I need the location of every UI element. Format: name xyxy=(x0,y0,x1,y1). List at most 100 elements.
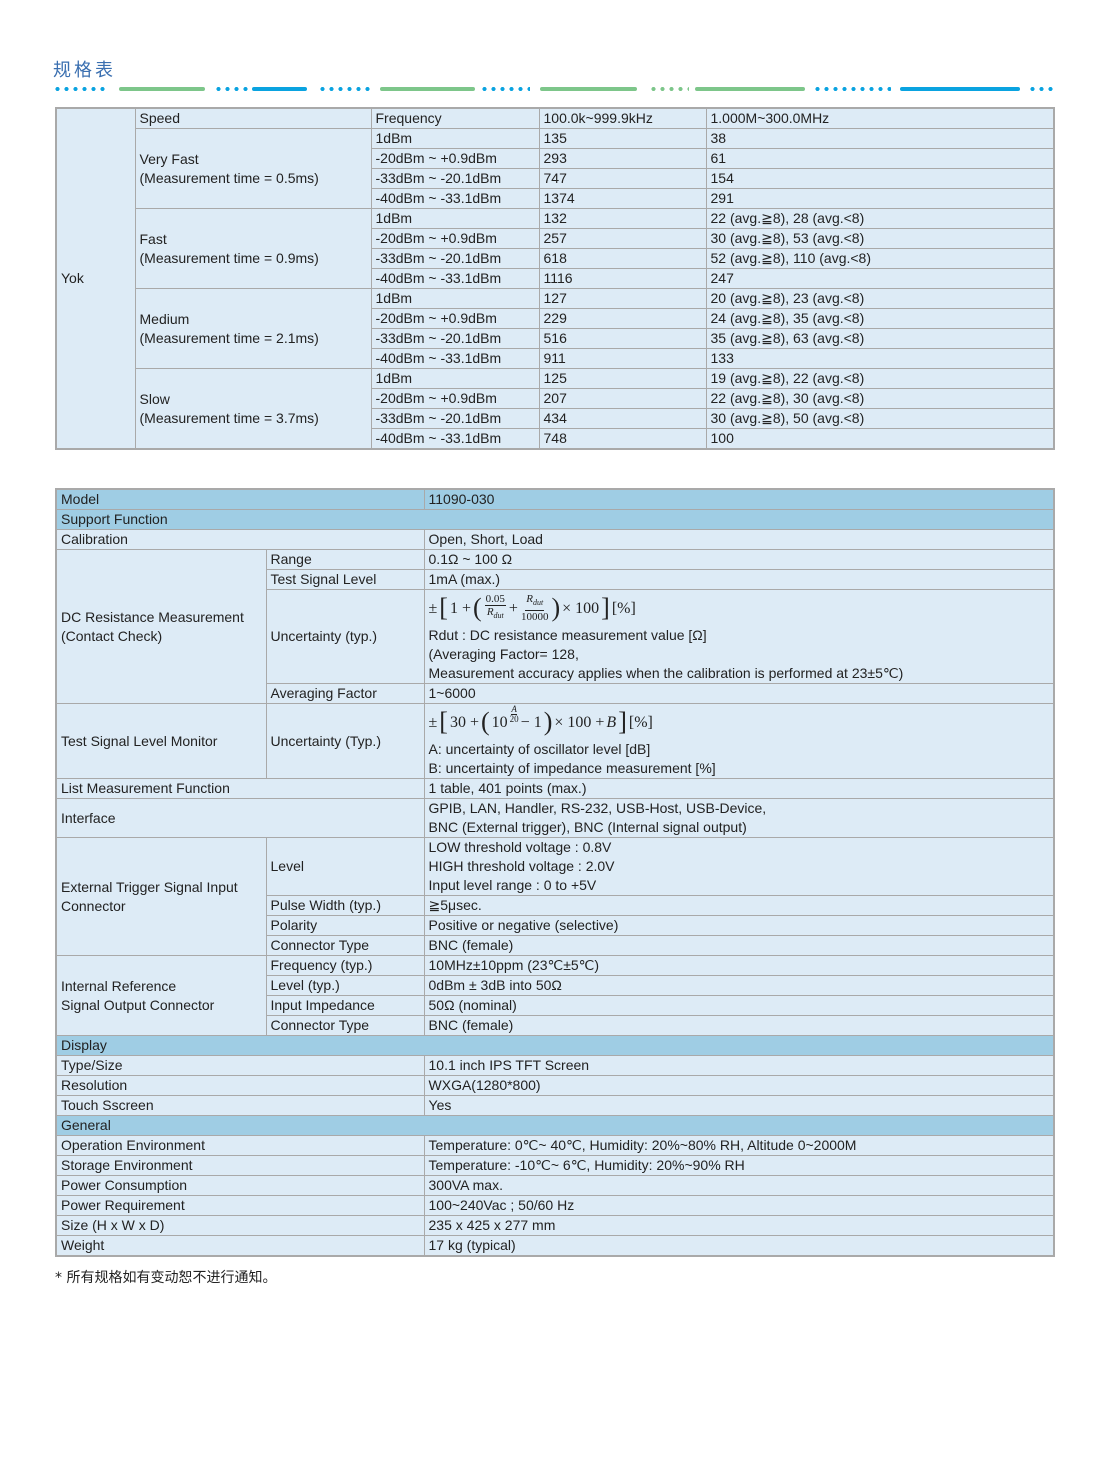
table-cell: 100 xyxy=(705,428,1055,450)
spec-value: GPIB, LAN, Handler, RS-232, USB-Host, US… xyxy=(423,798,1055,838)
spec-sub-label: Averaging Factor xyxy=(265,683,425,704)
formula-part: 20 xyxy=(509,713,519,724)
formula-part: ( xyxy=(473,593,482,622)
value-line: BNC (female) xyxy=(428,937,514,953)
formula-part: ) xyxy=(551,593,561,622)
table-cell: 30 (avg.≧8), 50 (avg.<8) xyxy=(705,408,1055,429)
spec-table: Model 11090-030 Support Function Calibratio… xyxy=(55,488,1056,1257)
table-cell: -33dBm ~ -20.1dBm xyxy=(370,328,540,349)
spec-value: ±[1 +(0.05 Rdut + Rdut 10000) × 100] [%] Rdut :… xyxy=(423,589,1055,684)
spec-sub-label: Uncertainty (typ.) xyxy=(265,589,425,684)
section-row: Support Function xyxy=(55,509,1055,530)
spec-sub-label: Frequency (typ.) xyxy=(265,955,425,976)
spec-group-label: Test Signal Level Monitor xyxy=(55,703,267,779)
formula-part: + xyxy=(508,599,518,617)
label-line: Type/Size xyxy=(61,1057,123,1073)
speed-name: Medium xyxy=(139,310,190,327)
spec-row: Test Signal Level Monitor Uncertainty (Ty… xyxy=(55,703,1055,779)
speed-name: Fast xyxy=(139,230,167,247)
formula-part: − 1 xyxy=(520,713,542,731)
table-cell: 1dBm xyxy=(370,128,540,149)
table-cell: 747 xyxy=(538,168,707,189)
spec-value: 10.1 inch IPS TFT Screen xyxy=(423,1055,1055,1076)
value-line: BNC (External trigger), BNC (Internal si… xyxy=(428,819,747,835)
spec-row: Power Consumption 300VA max. xyxy=(55,1175,1055,1196)
spec-row: Test Signal Level 1mA (max.) xyxy=(56,569,1055,590)
label-line: Size (H x W x D) xyxy=(61,1217,165,1233)
section-label: Model xyxy=(55,488,425,510)
section-label: Display xyxy=(55,1035,1055,1056)
value-line: (Averaging Factor= 128, xyxy=(428,646,579,662)
uncertainty-formula: ±[1 +(0.05 Rdut + Rdut 10000) × 100] [%] xyxy=(429,591,1050,627)
formula-part: 30 + xyxy=(449,713,479,731)
formula-part: [%] xyxy=(611,599,636,617)
spec-sub-label: Uncertainty (Typ.) xyxy=(265,703,425,779)
table-cell: 22 (avg.≧8), 28 (avg.<8) xyxy=(705,208,1055,229)
spec-row: List Measurement Function 1 table, 401 po… xyxy=(55,778,1055,799)
spec-row: Calibration Open, Short, Load xyxy=(55,529,1055,550)
value-line: 10MHz±10ppm (23℃±5℃) xyxy=(428,957,600,973)
formula-part: B xyxy=(606,713,617,731)
table-cell: -20dBm ~ +0.9dBm xyxy=(370,388,540,409)
table-cell: 20 (avg.≧8), 23 (avg.<8) xyxy=(705,288,1055,309)
table-cell: 154 xyxy=(705,168,1055,189)
formula-part: A xyxy=(511,703,517,715)
value-line: Measurement accuracy applies when the ca… xyxy=(428,665,904,681)
value-line: 100~240Vac ; 50/60 Hz xyxy=(428,1197,575,1213)
spec-value: 0.1Ω ~ 100 Ω xyxy=(423,549,1055,570)
value-line: 0.1Ω ~ 100 Ω xyxy=(428,551,513,567)
speed-label: Slow (Measurement time = 3.7ms) xyxy=(134,368,372,450)
label-line: DC Resistance Measurement xyxy=(61,608,244,625)
page-title: 规格表 xyxy=(53,60,116,81)
formula-part: dut xyxy=(532,598,544,608)
value-line: 1mA (max.) xyxy=(428,571,501,587)
spec-value: ≧5μsec. xyxy=(423,895,1055,916)
measurement-time: (Measurement time = 0.5ms) xyxy=(139,169,319,186)
spec-row: Resolution WXGA(1280*800) xyxy=(55,1075,1055,1096)
table-cell: -33dBm ~ -20.1dBm xyxy=(370,168,540,189)
label-line: Interface xyxy=(61,809,116,826)
measurement-time: (Measurement time = 0.9ms) xyxy=(139,249,319,266)
value-line: Positive or negative (selective) xyxy=(428,917,619,933)
table-cell: 30 (avg.≧8), 53 (avg.<8) xyxy=(705,228,1055,249)
table-row: -40dBm ~ -33.1dBm 748 100 xyxy=(56,428,1055,450)
section-label: General xyxy=(55,1115,1055,1136)
value-line: 1 table, 401 points (max.) xyxy=(428,780,587,796)
table-cell: -40dBm ~ -33.1dBm xyxy=(370,188,540,209)
label-line: Touch Sscreen xyxy=(61,1097,154,1113)
formula-part: [ xyxy=(439,593,448,622)
spec-row: Operation Environment Temperature: 0℃~ 40… xyxy=(55,1135,1055,1156)
spec-value: 10MHz±10ppm (23℃±5℃) xyxy=(423,955,1055,976)
value-line: 10.1 inch IPS TFT Screen xyxy=(428,1057,590,1073)
value-line: 17 kg (typical) xyxy=(428,1237,516,1253)
spec-row: Polarity Positive or negative (selective) xyxy=(56,915,1055,936)
label-line: External Trigger Signal Input xyxy=(61,878,238,895)
value-line: A: uncertainty of oscillator level [dB] xyxy=(428,741,651,757)
table-cell: 133 xyxy=(705,348,1055,369)
table-cell: 132 xyxy=(538,208,707,229)
spec-value: Yes xyxy=(423,1095,1055,1116)
table-cell: -20dBm ~ +0.9dBm xyxy=(370,228,540,249)
value-line: Rdut : DC resistance measurement value [… xyxy=(428,627,707,643)
spec-value: 1 table, 401 points (max.) xyxy=(423,778,1055,799)
formula-part: 10000 xyxy=(520,610,549,623)
table-cell: 207 xyxy=(538,388,707,409)
section-row: Display xyxy=(55,1035,1055,1056)
spec-sub-label: Polarity xyxy=(265,915,425,936)
spec-label: Calibration xyxy=(55,529,425,550)
table-cell: 38 xyxy=(705,128,1055,149)
table-header-row: Yok Speed Frequency 100.0k~999.9kHz 1.000M~3… xyxy=(55,107,1055,450)
table-row: -33dBm ~ -20.1dBm 618 52 (avg.≧8), 110 (av… xyxy=(56,248,1055,269)
value-line: LOW threshold voltage : 0.8V xyxy=(428,839,612,855)
formula-part: ] xyxy=(601,593,610,622)
spec-row: Averaging Factor 1~6000 xyxy=(56,683,1055,704)
spec-row: Uncertainty (typ.) ±[1 +(0.05 Rdut + Rdut 100… xyxy=(56,589,1055,684)
spec-row: Power Requirement 100~240Vac ; 50/60 Hz xyxy=(55,1195,1055,1216)
spec-row: Input Impedance 50Ω (nominal) xyxy=(56,995,1055,1016)
group-label: Yok xyxy=(55,107,136,450)
table-cell: 19 (avg.≧8), 22 (avg.<8) xyxy=(705,368,1055,389)
value-line: Temperature: 0℃~ 40℃, Humidity: 20%~80% … xyxy=(428,1137,857,1153)
spec-sub-label: Level xyxy=(265,837,425,896)
value-line: 50Ω (nominal) xyxy=(428,997,517,1013)
spec-label: Storage Environment xyxy=(55,1155,425,1176)
